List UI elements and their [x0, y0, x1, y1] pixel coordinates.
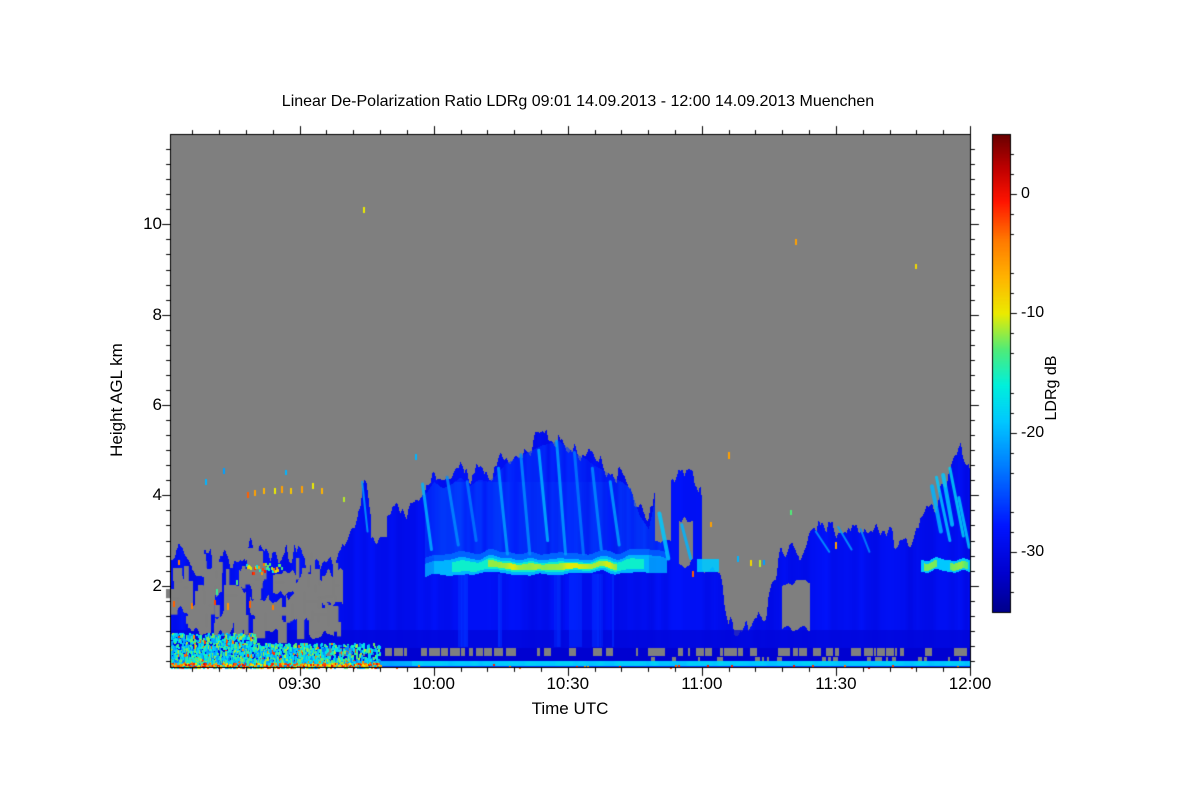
colorbar-tick-label: -10: [1021, 304, 1045, 322]
y-tick-label: 10: [143, 214, 162, 234]
colorbar-tick-label: -20: [1021, 423, 1045, 441]
colorbar-tick-label: 0: [1021, 184, 1030, 202]
colorbar-tick-label: -30: [1021, 543, 1045, 561]
x-tick-label: 12:00: [948, 674, 992, 693]
colorbar-axis-label: LDRg dB: [1043, 355, 1060, 421]
y-tick-label: 2: [152, 575, 162, 595]
y-tick-label: 8: [152, 304, 162, 324]
x-tick-label: 09:30: [278, 674, 321, 693]
chart-title: Linear De-Polarization Ratio LDRg 09:01 …: [281, 93, 875, 110]
x-axis-label: Time UTC: [531, 699, 609, 718]
x-tick-label: 10:00: [412, 674, 455, 693]
x-tick-label: 11:00: [681, 674, 723, 693]
y-tick-label: 4: [152, 485, 162, 505]
x-tick-label: 10:30: [546, 674, 590, 693]
x-tick-label: 11:30: [815, 674, 857, 693]
y-tick-label: 6: [152, 395, 162, 415]
